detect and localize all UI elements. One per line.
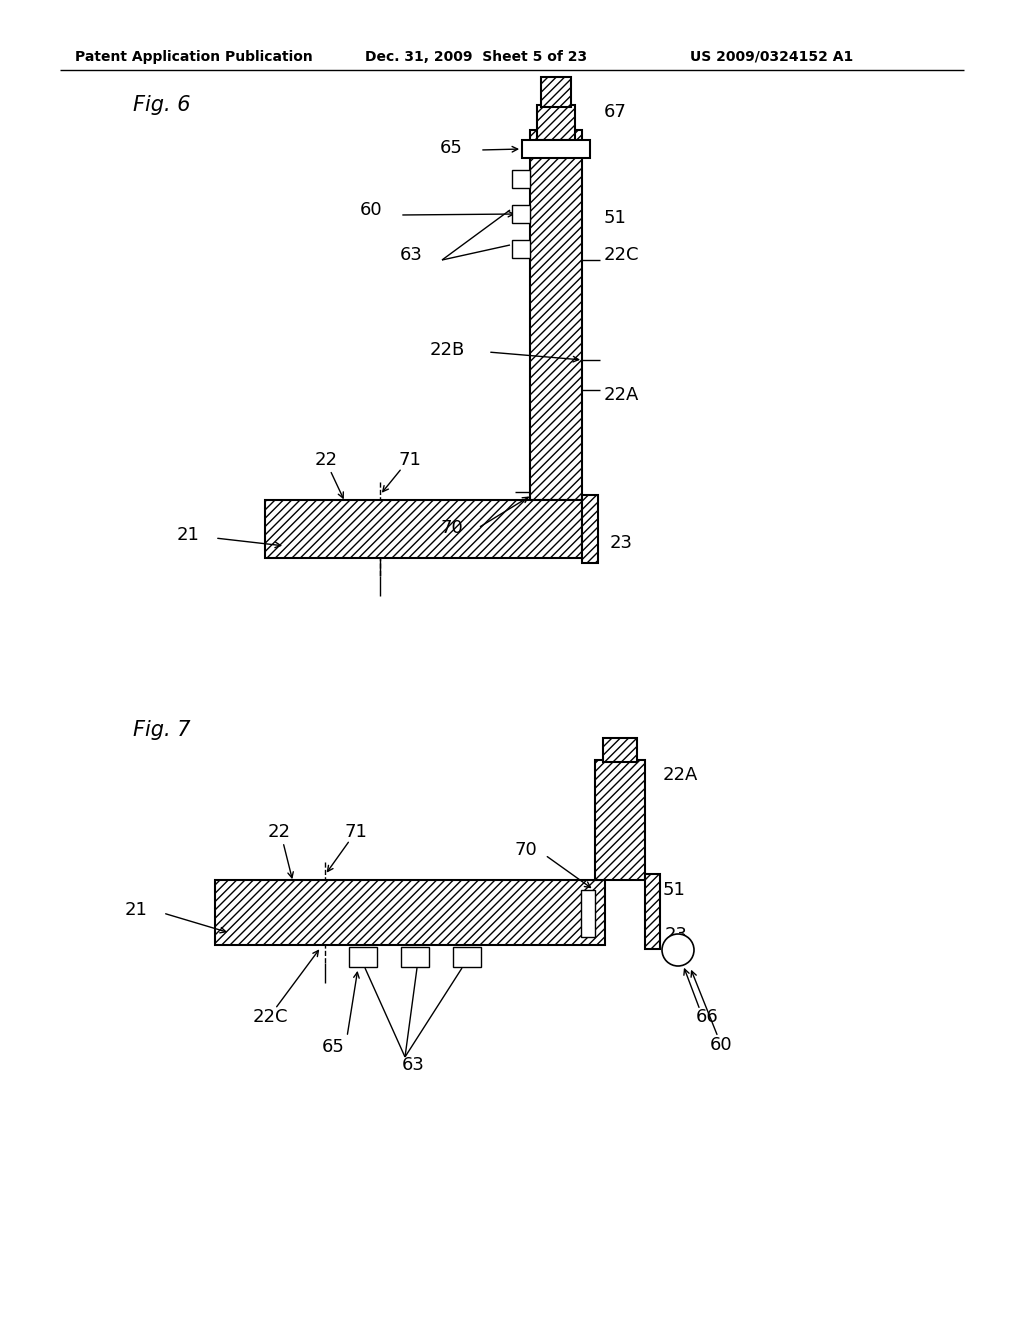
Text: 22C: 22C [604, 246, 640, 264]
Text: 51: 51 [604, 209, 627, 227]
Text: 66: 66 [696, 1008, 719, 1026]
Bar [581, 890, 595, 937]
Text: 67: 67 [604, 103, 627, 121]
Bar [582, 495, 598, 564]
Bar [453, 946, 481, 968]
Text: 60: 60 [360, 201, 383, 219]
Bar [401, 946, 429, 968]
Text: 63: 63 [401, 1056, 424, 1074]
Text: 71: 71 [398, 451, 421, 469]
Text: 63: 63 [400, 246, 423, 264]
Text: 22A: 22A [604, 385, 639, 404]
Bar [541, 77, 571, 107]
Text: 70: 70 [440, 519, 463, 537]
Bar [537, 106, 575, 140]
Text: 22B: 22B [430, 341, 465, 359]
Bar [522, 140, 590, 158]
Text: 22C: 22C [253, 1008, 289, 1026]
Bar [265, 500, 582, 558]
Text: 60: 60 [710, 1036, 732, 1053]
Bar [512, 170, 530, 187]
Bar [349, 946, 377, 968]
Bar [595, 760, 645, 880]
Text: 22: 22 [268, 822, 291, 841]
Text: 70: 70 [515, 841, 538, 859]
Text: Fig. 7: Fig. 7 [133, 719, 190, 741]
Bar [512, 240, 530, 257]
Bar [215, 880, 605, 945]
Text: 65: 65 [440, 139, 463, 157]
Text: Fig. 6: Fig. 6 [133, 95, 190, 115]
Text: Dec. 31, 2009  Sheet 5 of 23: Dec. 31, 2009 Sheet 5 of 23 [365, 50, 587, 63]
Text: 71: 71 [345, 822, 368, 841]
Text: 23: 23 [610, 535, 633, 552]
Bar [603, 738, 637, 762]
Text: Patent Application Publication: Patent Application Publication [75, 50, 312, 63]
Text: 51: 51 [663, 880, 686, 899]
Circle shape [662, 935, 694, 966]
Text: 21: 21 [177, 525, 200, 544]
Bar [645, 874, 660, 949]
Text: 65: 65 [322, 1038, 344, 1056]
Bar [512, 205, 530, 223]
Bar [530, 129, 582, 500]
Text: 23: 23 [665, 927, 688, 944]
Text: US 2009/0324152 A1: US 2009/0324152 A1 [690, 50, 853, 63]
Text: 22A: 22A [663, 766, 698, 784]
Text: 22: 22 [315, 451, 338, 469]
Text: 21: 21 [125, 902, 147, 919]
